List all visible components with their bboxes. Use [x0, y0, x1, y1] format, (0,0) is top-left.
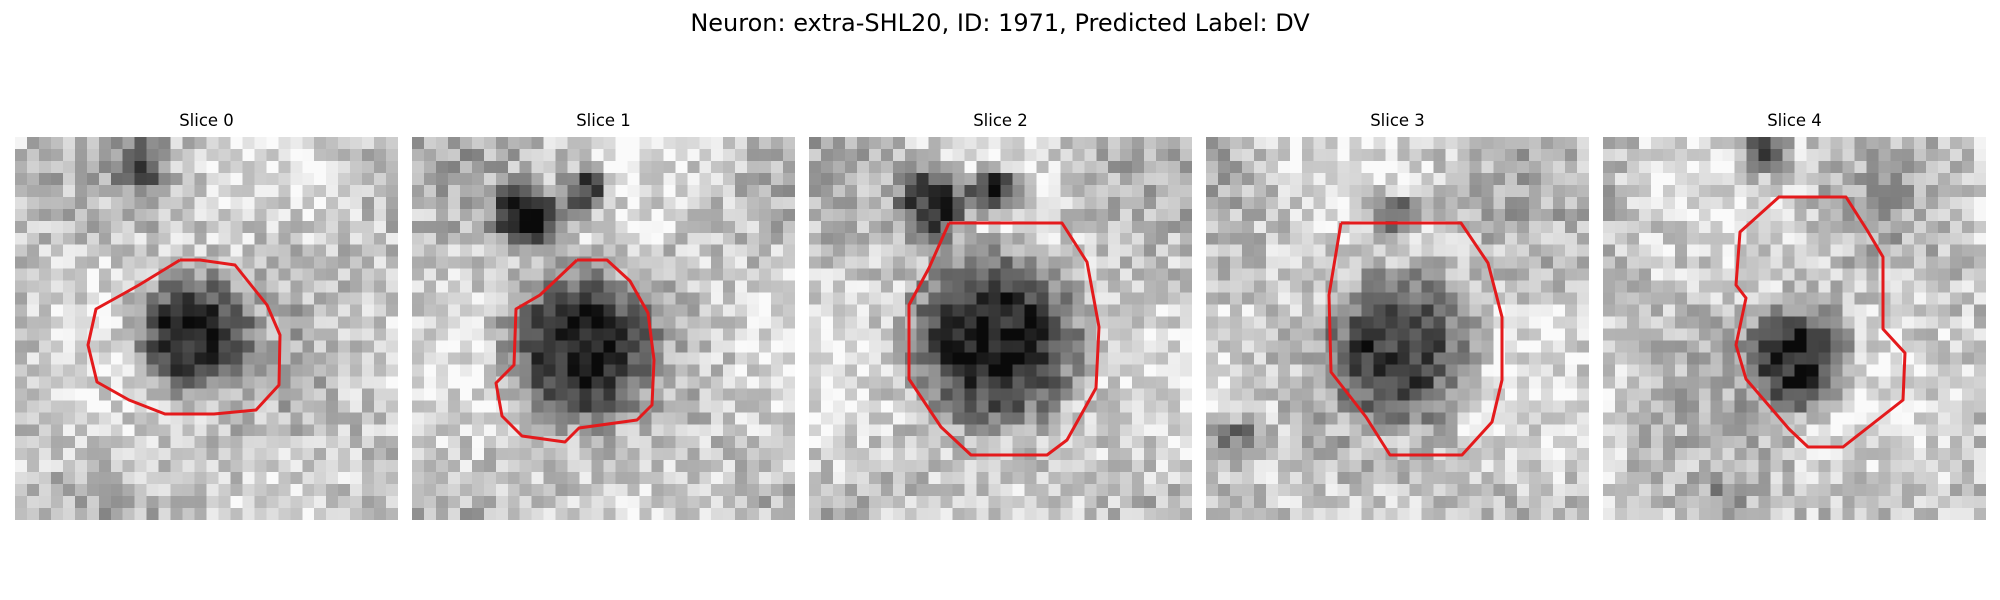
panel-title: Slice 4	[1767, 111, 1822, 130]
figure-title: Neuron: extra-SHL20, ID: 1971, Predicted…	[690, 9, 1310, 37]
panel-title: Slice 2	[973, 111, 1028, 130]
roi-contour	[86, 258, 282, 416]
panel-title: Slice 1	[576, 111, 631, 130]
slice-image	[809, 137, 1192, 520]
roi-contour	[907, 221, 1101, 457]
panel-slice-2: Slice 2	[809, 111, 1192, 520]
roi-contour	[1327, 221, 1504, 457]
grayscale-slice	[1603, 137, 1986, 520]
slice-image	[1603, 137, 1986, 520]
roi-contour	[494, 258, 656, 444]
grayscale-slice	[412, 137, 795, 520]
panel-title: Slice 0	[179, 111, 234, 130]
slice-image	[412, 137, 795, 520]
panel-slice-1: Slice 1	[412, 111, 795, 520]
grayscale-slice	[15, 137, 398, 520]
panel-slice-0: Slice 0	[15, 111, 398, 520]
panel-slice-3: Slice 3	[1206, 111, 1589, 520]
panel-slice-4: Slice 4	[1603, 111, 1986, 520]
slice-image	[15, 137, 398, 520]
panel-title: Slice 3	[1370, 111, 1425, 130]
slice-image	[1206, 137, 1589, 520]
roi-contour	[1734, 195, 1907, 449]
